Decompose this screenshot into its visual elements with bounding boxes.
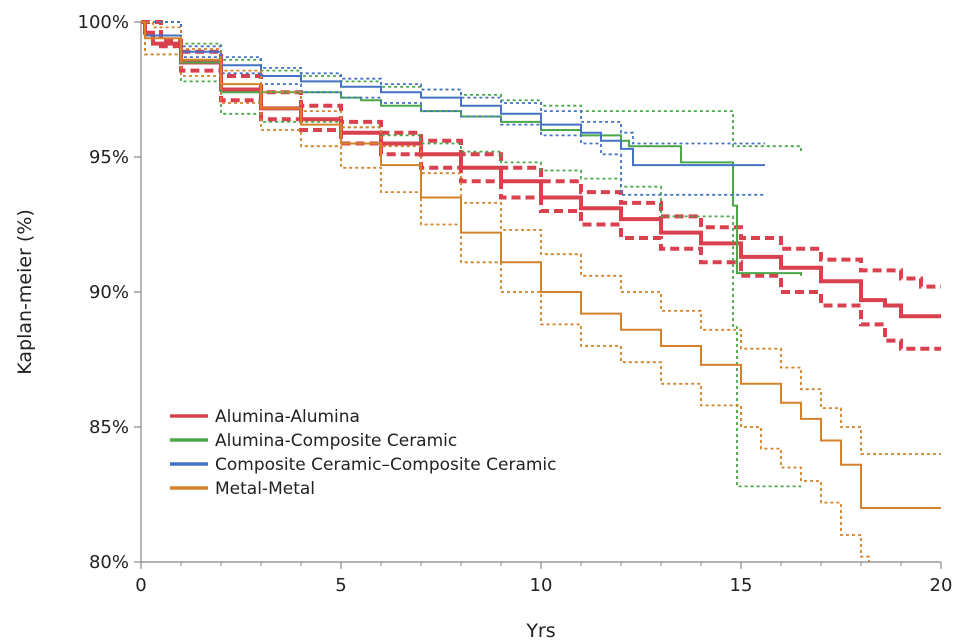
legend-label: Alumina-Composite Ceramic xyxy=(215,431,457,451)
series-layer xyxy=(141,20,941,562)
ci-lower-metal-metal xyxy=(141,21,870,562)
axes-layer: 0 5 10 15 20 80% 85% 90% 95% 100% xyxy=(78,12,953,596)
survival-line-composite-ceramic-composite-ceramic xyxy=(141,21,765,167)
x-tick-label: 5 xyxy=(335,575,346,596)
legend-label: Alumina-Alumina xyxy=(215,407,360,427)
legend: Alumina-Alumina Alumina-Composite Ceramic… xyxy=(170,407,557,499)
y-axis-title: Kaplan-meier (%) xyxy=(14,209,36,375)
survival-line-metal-metal xyxy=(141,21,941,509)
y-tick-label: 80% xyxy=(89,552,129,573)
x-tick-label: 20 xyxy=(930,575,953,596)
ci-lower-alumina-composite-ceramic xyxy=(141,21,801,488)
legend-item-alumina-alumina: Alumina-Alumina xyxy=(170,407,360,427)
series-metal-metal xyxy=(141,21,941,562)
x-axis-title: Yrs xyxy=(525,620,555,642)
legend-item-alumina-composite-ceramic: Alumina-Composite Ceramic xyxy=(170,431,457,451)
y-tick-label: 100% xyxy=(78,12,129,33)
series-composite-ceramic-composite-ceramic xyxy=(141,21,765,196)
y-tick-label: 90% xyxy=(89,282,129,303)
legend-item-metal-metal: Metal-Metal xyxy=(170,479,315,499)
x-tick-label: 0 xyxy=(135,575,146,596)
ci-upper-alumina-composite-ceramic xyxy=(141,21,802,152)
ci-lower-composite-ceramic-composite-ceramic xyxy=(141,21,765,196)
legend-label: Composite Ceramic–Composite Ceramic xyxy=(215,455,557,475)
x-tick-label: 15 xyxy=(730,575,753,596)
ci-upper-composite-ceramic-composite-ceramic xyxy=(141,21,765,145)
y-tick-label: 95% xyxy=(89,147,129,168)
legend-item-composite-ceramic-composite-ceramic: Composite Ceramic–Composite Ceramic xyxy=(170,455,557,475)
x-tick-label: 10 xyxy=(530,575,553,596)
legend-label: Metal-Metal xyxy=(215,479,315,499)
y-tick-label: 85% xyxy=(89,417,129,438)
ci-upper-metal-metal xyxy=(141,21,941,455)
